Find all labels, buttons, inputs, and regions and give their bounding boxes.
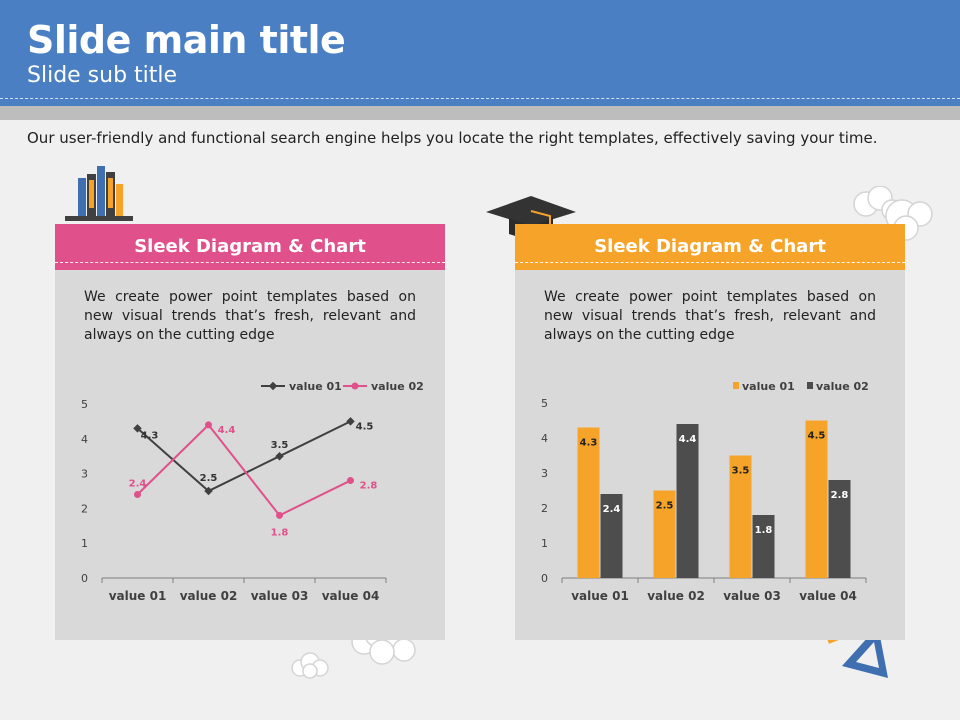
y-tick-label: 4 xyxy=(541,432,548,445)
data-point xyxy=(204,486,213,496)
data-point xyxy=(205,421,212,429)
legend-label: value 01 xyxy=(289,380,342,393)
panel-dashed-line xyxy=(515,262,905,263)
legend-swatch xyxy=(733,382,739,389)
x-tick-label: value 03 xyxy=(251,589,309,603)
data-label: 2.8 xyxy=(360,481,378,492)
panel-heading: Sleek Diagram & Chart xyxy=(515,224,905,270)
line-chart: 0 1 2 3 4 5 value 01 value 02 value 03 value 04 va… xyxy=(81,380,424,603)
data-label: 2.4 xyxy=(129,478,147,489)
legend-marker xyxy=(268,381,278,391)
panel-heading-text: Sleek Diagram & Chart xyxy=(594,236,826,257)
books-icon xyxy=(65,166,133,221)
series-line xyxy=(136,423,351,517)
data-label: 4.4 xyxy=(218,425,236,436)
y-tick-label: 4 xyxy=(81,433,88,446)
x-tick-label: value 02 xyxy=(647,589,705,603)
legend-swatch xyxy=(807,382,813,389)
legend-label: value 01 xyxy=(742,380,795,393)
cloud-icon xyxy=(291,652,329,679)
y-tick-label: 2 xyxy=(541,502,548,515)
data-label: 4.5 xyxy=(356,421,374,432)
data-label: 4.3 xyxy=(580,438,598,449)
header-gray-band xyxy=(0,106,960,120)
panel-heading: Sleek Diagram & Chart xyxy=(55,224,445,270)
data-label: 4.4 xyxy=(679,434,697,445)
bar xyxy=(653,490,676,578)
header-dashed-line xyxy=(0,98,960,99)
slide-header: Slide main title Slide sub title xyxy=(0,0,960,106)
bar xyxy=(752,515,775,578)
cloud-icon xyxy=(853,186,933,241)
data-label: 2.5 xyxy=(656,501,674,512)
data-label: 2.8 xyxy=(831,490,849,501)
bar-chart: 0 1 2 3 4 5 value 01 value 02 value 03 value 04 va… xyxy=(541,380,869,603)
data-label: 2.4 xyxy=(603,504,621,515)
bar xyxy=(828,480,851,578)
panel-description: We create power point templates based on… xyxy=(544,289,876,343)
y-tick-label: 0 xyxy=(541,572,548,585)
x-tick-label: value 04 xyxy=(322,589,380,603)
legend-label: value 02 xyxy=(371,380,424,393)
y-tick-label: 3 xyxy=(541,467,548,480)
bar-chart-panel: Sleek Diagram & Chart We create power po… xyxy=(515,224,905,640)
data-label: 1.8 xyxy=(271,527,289,538)
y-tick-label: 1 xyxy=(541,537,548,550)
data-label: 4.5 xyxy=(808,431,826,442)
line-chart-panel: Sleek Diagram & Chart We create power po… xyxy=(55,224,445,640)
intro-text: Our user-friendly and functional search … xyxy=(27,129,878,147)
y-tick-label: 0 xyxy=(81,572,88,585)
x-tick-label: value 01 xyxy=(571,589,629,603)
data-label: 1.8 xyxy=(755,525,773,536)
data-point xyxy=(275,451,284,461)
panel-dashed-line xyxy=(55,262,445,263)
y-tick-label: 1 xyxy=(81,537,88,550)
legend-label: value 02 xyxy=(816,380,869,393)
bar xyxy=(805,420,828,578)
x-tick-label: value 01 xyxy=(109,589,167,603)
data-point xyxy=(346,417,355,426)
data-point xyxy=(347,477,354,485)
data-label: 4.3 xyxy=(141,430,159,441)
slide-subtitle: Slide sub title xyxy=(27,63,178,88)
data-label: 3.5 xyxy=(732,466,750,477)
bar xyxy=(729,455,752,578)
bar xyxy=(676,424,699,578)
x-tick-label: value 02 xyxy=(180,589,238,603)
x-tick-label: value 04 xyxy=(799,589,857,603)
data-point xyxy=(134,490,141,498)
data-label: 3.5 xyxy=(271,440,289,451)
bar xyxy=(600,494,623,578)
panel-description: We create power point templates based on… xyxy=(84,289,416,343)
x-tick-label: value 03 xyxy=(723,589,781,603)
y-tick-label: 5 xyxy=(81,398,88,411)
data-point xyxy=(276,511,283,519)
bar xyxy=(577,427,600,578)
legend-marker xyxy=(351,382,359,390)
y-tick-label: 3 xyxy=(81,468,88,481)
slide-title: Slide main title xyxy=(27,18,346,62)
y-tick-label: 2 xyxy=(81,502,88,515)
y-tick-label: 5 xyxy=(541,397,548,410)
data-label: 2.5 xyxy=(200,473,218,484)
panel-heading-text: Sleek Diagram & Chart xyxy=(134,236,366,257)
series-line xyxy=(136,420,351,493)
